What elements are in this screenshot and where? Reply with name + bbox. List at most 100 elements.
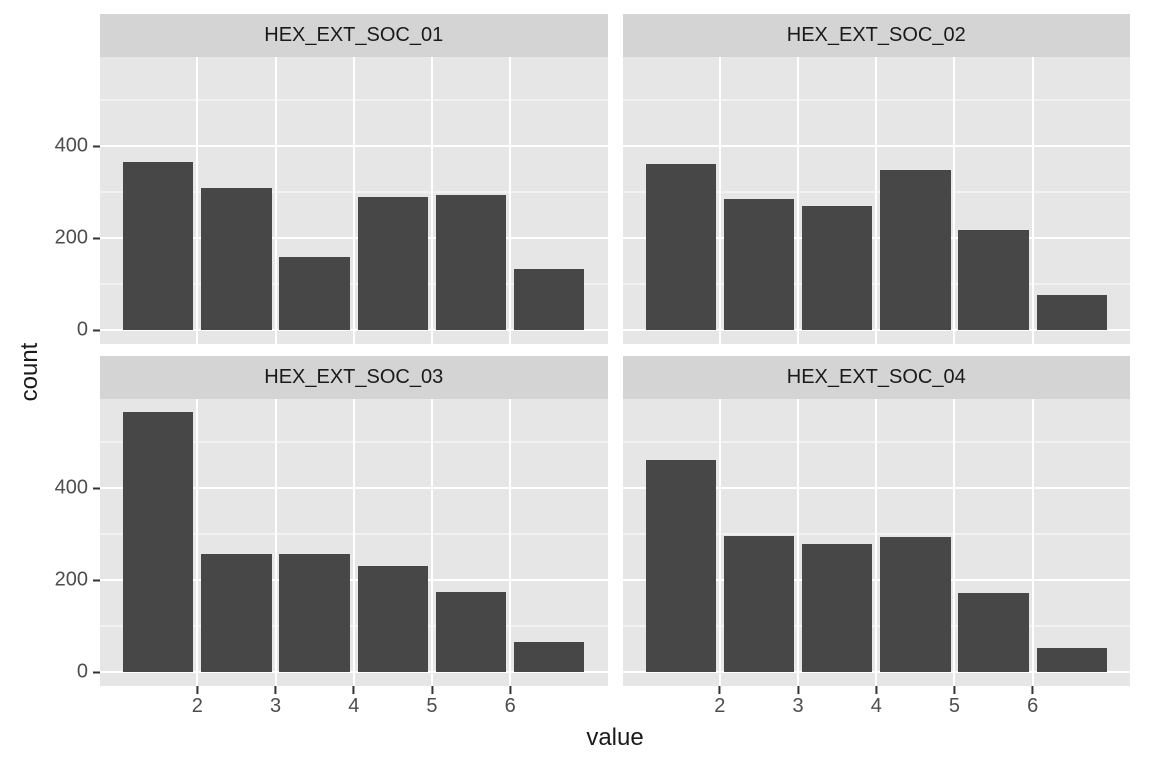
x-tick: 3 (792, 686, 804, 718)
bar (1036, 294, 1107, 331)
facet-strip-hex-ext-soc-04: HEX_EXT_SOC_04 (622, 356, 1130, 399)
bar (123, 162, 194, 331)
x-tick: 5 (426, 686, 438, 718)
x-tick-mark (352, 686, 355, 694)
gridline-major-vertical (274, 399, 277, 686)
bar (880, 170, 951, 331)
gridline-major-vertical (875, 57, 878, 344)
bar (801, 544, 873, 673)
bar (723, 535, 795, 673)
x-tick: 4 (871, 686, 882, 718)
x-tick-mark (196, 686, 199, 694)
x-tick-label: 5 (948, 695, 960, 717)
bar (435, 194, 507, 331)
gridline-major-vertical (1031, 399, 1034, 686)
x-tick-mark (509, 686, 512, 694)
facet-title: HEX_EXT_SOC_04 (786, 366, 966, 388)
bar (880, 536, 951, 673)
facet-panel-hex-ext-soc-04 (622, 399, 1130, 686)
bar (1036, 648, 1107, 673)
y-tick: 400 (55, 477, 100, 500)
y-tick-mark (93, 145, 100, 148)
x-tick: 5 (949, 686, 960, 718)
x-tick: 3 (270, 686, 281, 718)
x-tick-mark (274, 686, 277, 694)
facet-title: HEX_EXT_SOC_03 (264, 366, 444, 388)
x-tick-mark (953, 686, 956, 694)
gridline-major-vertical (430, 399, 433, 686)
bar (801, 206, 873, 331)
y-tick-label: 0 (76, 660, 88, 683)
y-tick-mark (93, 487, 100, 490)
y-tick-mark (93, 671, 100, 674)
y-tick: 0 (77, 319, 100, 342)
x-tick-label: 4 (870, 695, 882, 717)
gridline-major-vertical (953, 399, 956, 686)
x-tick: 6 (505, 686, 516, 718)
x-tick-mark (430, 686, 433, 694)
x-tick: 2 (714, 686, 725, 718)
bar (201, 187, 272, 331)
x-tick-label: 3 (792, 695, 804, 717)
bar (514, 269, 585, 331)
gridline-major-vertical (797, 399, 800, 686)
facet-strip-hex-ext-soc-02: HEX_EXT_SOC_02 (622, 14, 1130, 57)
y-tick-label: 200 (54, 568, 88, 591)
y-tick-label: 200 (54, 226, 88, 249)
gridline-major-vertical (953, 57, 956, 344)
bar (357, 565, 429, 673)
gridline-major-vertical (718, 57, 721, 344)
bar (279, 554, 350, 673)
gridline-major-vertical (1031, 57, 1034, 344)
x-tick-label: 4 (348, 695, 360, 717)
bar (357, 196, 429, 331)
x-tick-mark (875, 686, 878, 694)
gridline-major-vertical (352, 399, 355, 686)
facet-panel-hex-ext-soc-02 (622, 57, 1130, 344)
gridline-major-vertical (274, 57, 277, 344)
gridline-major-vertical (509, 57, 512, 344)
bar (201, 553, 272, 673)
bar (279, 256, 350, 331)
x-tick-label: 3 (269, 695, 282, 717)
facet-strip-hex-ext-soc-01: HEX_EXT_SOC_01 (100, 14, 608, 57)
y-tick: 200 (55, 569, 100, 592)
facet-title: HEX_EXT_SOC_02 (786, 24, 966, 46)
y-tick-mark (93, 329, 100, 332)
gridline-major-vertical (196, 399, 199, 686)
gridline-major-vertical (509, 399, 512, 686)
gridline-major-vertical (718, 399, 721, 686)
x-axis-title: value (586, 724, 644, 751)
gridline-major-vertical (430, 57, 433, 344)
gridline-major-vertical (352, 57, 355, 344)
bar (645, 164, 716, 331)
facet-panel-hex-ext-soc-01 (100, 57, 608, 344)
y-tick: 200 (55, 227, 100, 250)
facet-title: HEX_EXT_SOC_01 (264, 24, 444, 46)
x-tick-label: 2 (714, 695, 726, 717)
y-axis-title: count (16, 342, 43, 402)
x-tick: 2 (192, 686, 203, 718)
y-tick-mark (93, 579, 100, 582)
x-tick-mark (718, 686, 721, 694)
x-tick-label: 6 (1027, 695, 1039, 717)
y-tick-mark (93, 237, 100, 240)
y-axis-bottom-row: 400 200 0 (0, 399, 100, 686)
bar (958, 230, 1029, 331)
facet-strip-hex-ext-soc-03: HEX_EXT_SOC_03 (100, 356, 608, 399)
x-tick-mark (1031, 686, 1034, 694)
y-axis-top-row: 400 200 0 (0, 57, 100, 344)
x-tick: 4 (348, 686, 359, 718)
bar (645, 459, 716, 673)
bar (435, 591, 507, 673)
gridline-major-vertical (196, 57, 199, 344)
y-tick: 0 (77, 661, 100, 684)
gridline-major-vertical (875, 399, 878, 686)
bar (514, 642, 585, 673)
x-tick-label: 2 (191, 695, 203, 717)
y-tick: 400 (55, 135, 100, 158)
x-tick-label: 5 (426, 695, 438, 717)
y-tick-label: 400 (54, 134, 88, 157)
